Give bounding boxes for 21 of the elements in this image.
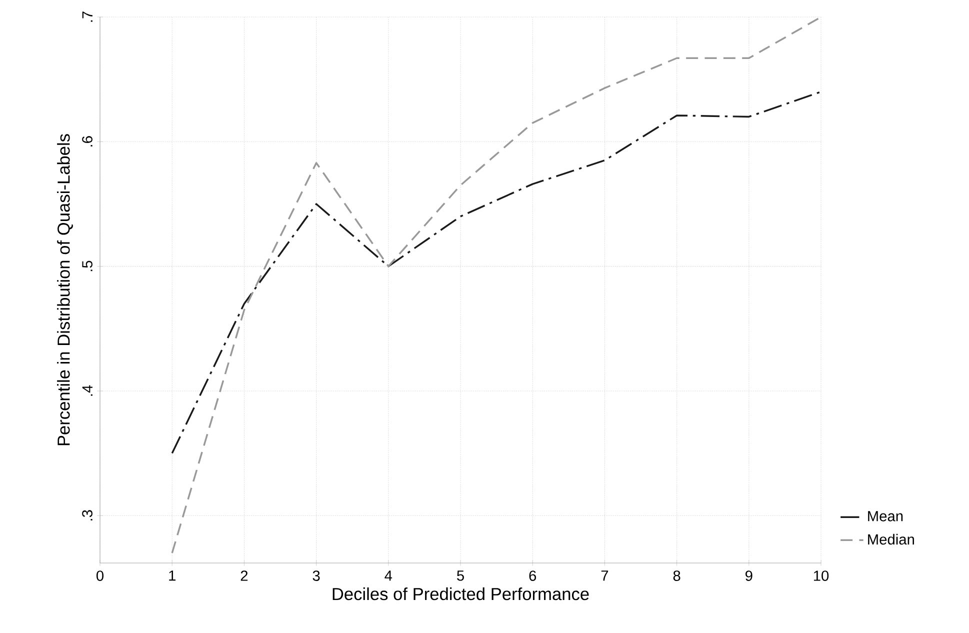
x-tick-label: 5	[457, 570, 464, 581]
x-tick-label: 1	[169, 570, 176, 581]
y-axis-title: Percentile in Distribution of Quasi-Labels	[57, 134, 73, 446]
x-tick-label: 6	[529, 570, 536, 581]
x-tick-label: 10	[814, 570, 829, 581]
y-tick-label: .5	[82, 260, 92, 272]
legend-label: Mean	[868, 511, 903, 522]
y-tick-label: .3	[82, 510, 92, 520]
x-tick-label: 7	[601, 570, 608, 581]
x-axis-title: Deciles of Predicted Performance	[332, 587, 589, 600]
x-tick-label: 8	[673, 570, 680, 581]
y-tick-label: .7	[82, 12, 92, 22]
y-tick-label: .4	[82, 385, 92, 396]
x-tick-label: 2	[240, 570, 248, 581]
legend-label: Median	[868, 534, 914, 545]
x-tick-label: 4	[384, 570, 392, 581]
y-tick-label: .6	[82, 136, 92, 146]
x-tick-label: 3	[312, 570, 320, 581]
line-series	[171, 90, 822, 454]
x-tick-label: 9	[746, 570, 752, 581]
x-tick-label: 0	[96, 570, 104, 581]
